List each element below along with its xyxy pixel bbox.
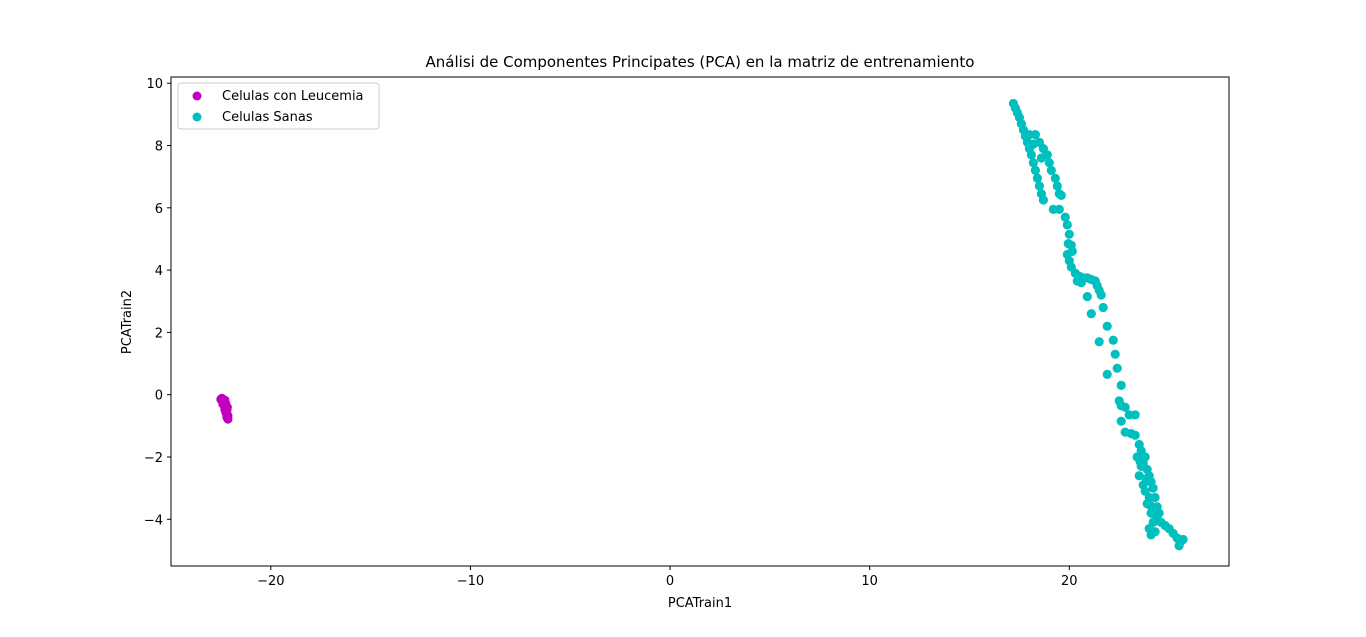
scatter-point-series1-33 [1064, 229, 1074, 239]
scatter-point-series1-60 [1116, 380, 1126, 390]
scatter-point-series1-83 [1150, 492, 1160, 503]
x-tick-label: −10 [457, 574, 484, 589]
x-tick-label: 20 [1061, 574, 1078, 589]
scatter-point-series1-10 [1028, 158, 1038, 168]
scatter-point-series1-21 [1046, 165, 1056, 175]
scatter-point-series1-50 [1096, 290, 1106, 300]
scatter-point-series0-19 [220, 401, 230, 412]
scatter-point-series1-31 [1060, 212, 1070, 222]
legend-box [177, 82, 380, 130]
scatter-point-series1-30 [1054, 204, 1064, 214]
scatter-point-series1-26 [1028, 139, 1038, 149]
legend: Celulas con Leucemia Celulas Sanas [177, 82, 380, 130]
scatter-point-series1-56 [1108, 335, 1118, 345]
scatter-point-series1-78 [1134, 471, 1144, 481]
x-axis-label: PCATrain1 [668, 596, 732, 611]
y-tick-label: 10 [146, 77, 163, 92]
scatter-point-series1-28 [1056, 190, 1066, 200]
scatter-point-series1-27 [1036, 153, 1046, 163]
x-tick-label: 0 [666, 574, 674, 589]
y-tick-label: 8 [155, 140, 163, 155]
y-tick-label: 2 [155, 326, 163, 341]
scatter-point-series1-9 [1026, 150, 1036, 160]
scatter-point-series1-99 [1150, 527, 1160, 537]
scatter-point-series1-22 [1050, 173, 1060, 183]
scatter-point-series1-63 [1120, 402, 1130, 412]
x-tick-label: −20 [257, 574, 284, 589]
y-tick-label: 4 [155, 264, 163, 279]
scatter-point-series1-53 [1086, 309, 1096, 319]
scatter-point-series1-65 [1116, 416, 1126, 426]
y-axis: −4 −2 0 2 4 6 8 10 [144, 77, 171, 528]
scatter-point-series1-57 [1110, 349, 1120, 359]
scatter-point-series1-104 [1154, 508, 1164, 518]
scatter-point-series1-32 [1062, 220, 1072, 230]
scatter-point-series1-69 [1130, 430, 1140, 440]
scatter-point-series1-11 [1030, 165, 1040, 175]
legend-label-leucemia: Celulas con Leucemia [222, 89, 364, 104]
chart-title: Análisi de Componentes Principates (PCA)… [426, 53, 975, 71]
scatter-point-series1-103 [1145, 500, 1155, 510]
scatter-point-series1-102 [1141, 474, 1151, 484]
scatter-point-series1-52 [1098, 302, 1108, 313]
scatter-point-series1-20 [1044, 158, 1054, 168]
plot-points [216, 98, 1188, 551]
scatter-point-series1-25 [1024, 130, 1034, 140]
legend-marker-sanas [192, 112, 202, 122]
x-tick-label: 10 [861, 574, 878, 589]
scatter-point-series1-54 [1102, 321, 1112, 331]
scatter-point-series1-51 [1082, 292, 1092, 302]
legend-label-sanas: Celulas Sanas [222, 110, 313, 125]
scatter-point-series1-55 [1094, 337, 1104, 347]
scatter-point-series1-59 [1102, 369, 1112, 379]
scatter-point-series1-15 [1038, 195, 1048, 205]
y-tick-label: 6 [155, 202, 163, 217]
scatter-point-series1-23 [1052, 181, 1062, 191]
y-tick-label: −4 [144, 513, 163, 528]
scatter-point-series0-14 [223, 414, 233, 424]
scatter-point-series1-66 [1130, 410, 1140, 420]
legend-marker-leucemia [192, 91, 202, 101]
scatter-point-series1-58 [1112, 363, 1122, 373]
scatter-point-series1-12 [1032, 173, 1042, 183]
x-axis: −20 −10 0 10 20 [257, 566, 1078, 589]
scatter-point-series1-47 [1076, 278, 1086, 288]
scatter-point-series1-101 [1135, 457, 1145, 467]
y-tick-label: −2 [144, 451, 163, 466]
scatter-point-series1-13 [1034, 181, 1044, 191]
scatter-point-series1-96 [1174, 541, 1184, 551]
scatter-point-series1-82 [1148, 483, 1158, 493]
y-tick-label: 0 [155, 389, 163, 404]
y-axis-label: PCATrain2 [120, 290, 135, 354]
plot-frame [170, 76, 1230, 567]
